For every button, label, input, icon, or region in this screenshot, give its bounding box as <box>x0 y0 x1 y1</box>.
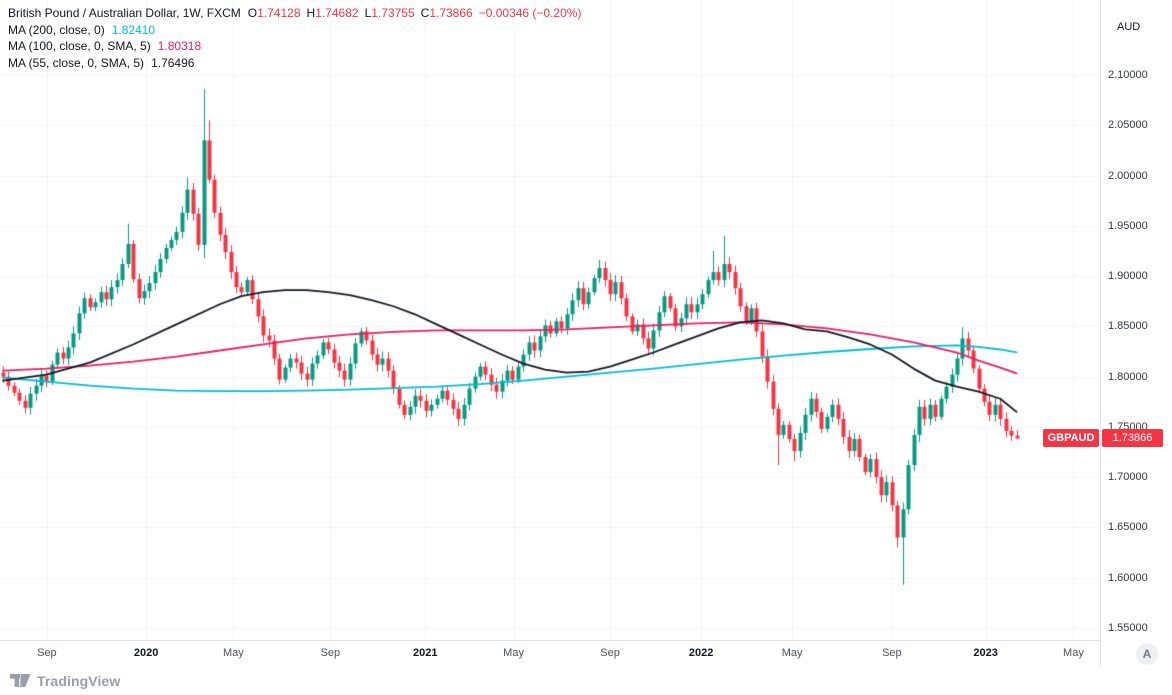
price-tick-label: 2.10000 <box>1108 69 1148 81</box>
tradingview-logo-text: TradingView <box>37 672 121 689</box>
open-label: O <box>247 6 258 20</box>
auto-scale-button[interactable]: A <box>1136 643 1158 665</box>
price-tick-label: 1.70000 <box>1108 471 1148 484</box>
low-label: L <box>364 6 372 20</box>
symbol-legend-row: British Pound / Australian Dollar, 1W, F… <box>8 5 581 22</box>
legend: British Pound / Australian Dollar, 1W, F… <box>8 5 581 71</box>
time-tick-month-label: Sep <box>882 647 902 659</box>
axis-currency-label: AUD <box>1117 21 1141 33</box>
indicator-row-ma100[interactable]: MA (100, close, 0, SMA, 5) 1.80318 <box>8 38 581 55</box>
low-value: 1.73755 <box>371 6 415 20</box>
price-tick-label: 2.05000 <box>1108 119 1148 132</box>
open-value: 1.74128 <box>257 6 301 20</box>
price-axis[interactable]: AUD 2.10000 2.05000 2.00000 1.95000 1.90000 1… <box>1100 0 1172 667</box>
chart-plot-area[interactable] <box>0 0 1100 640</box>
time-tick-month-label: Sep <box>600 647 620 659</box>
time-axis[interactable]: Sep 2020 May Sep 2021 May Sep 2022 May Sep 2023 May <box>0 640 1100 667</box>
time-tick-month-label: May <box>1063 647 1084 659</box>
ma55-label[interactable]: MA (55, close, 0, SMA, 5) <box>8 55 145 70</box>
ma200-label[interactable]: MA (200, close, 0) <box>8 22 105 37</box>
price-tick-label: 1.85000 <box>1108 320 1148 333</box>
open-pair: O 1.74128 <box>248 5 301 22</box>
ma200-value: 1.82410 <box>111 22 156 37</box>
price-tick-label: 1.65000 <box>1108 521 1148 534</box>
close-pair: C 1.73866 <box>421 5 473 22</box>
last-price-line-labels: GBPAUD 1.73866 <box>1043 429 1163 448</box>
price-tick-label: 1.95000 <box>1108 219 1148 232</box>
price-tick-label: 1.90000 <box>1108 270 1148 283</box>
time-tick-year-label: 2023 <box>973 647 998 659</box>
close-label: C <box>420 6 430 20</box>
ma100-value: 1.80318 <box>157 39 202 53</box>
footer-bar: TradingView <box>0 667 1172 695</box>
time-tick-month-label: May <box>222 647 244 659</box>
last-price-flag: 1.73866 <box>1102 429 1163 448</box>
ma55-value: 1.76496 <box>151 55 195 70</box>
price-tick-label: 1.55000 <box>1108 622 1148 634</box>
price-tick-label: 1.80000 <box>1108 370 1148 383</box>
time-tick-month-label: May <box>503 647 524 659</box>
high-label: H <box>306 6 316 20</box>
symbol-title[interactable]: British Pound / Australian Dollar, 1W, F… <box>8 6 241 20</box>
ma100-label[interactable]: MA (100, close, 0, SMA, 5) <box>8 39 151 53</box>
close-value: 1.73866 <box>429 6 473 20</box>
price-tick-label: 2.00000 <box>1108 169 1148 182</box>
high-value: 1.74682 <box>315 6 359 20</box>
time-tick-month-label: Sep <box>37 647 57 659</box>
symbol-price-flag: GBPAUD <box>1043 429 1099 448</box>
change-value: −0.00346 (−0.20%) <box>478 6 582 20</box>
time-tick-year-label: 2022 <box>688 647 714 659</box>
time-tick-month-label: Sep <box>320 647 341 659</box>
tradingview-logo-icon <box>10 674 31 687</box>
indicator-row-ma200[interactable]: MA (200, close, 0) 1.82410 <box>8 22 581 39</box>
indicator-row-ma55[interactable]: MA (55, close, 0, SMA, 5) 1.76496 <box>8 55 581 72</box>
low-pair: L 1.73755 <box>365 5 415 22</box>
tradingview-logo[interactable]: TradingView <box>10 672 120 689</box>
time-tick-year-label: 2020 <box>133 647 159 659</box>
ohlc-values: O 1.74128 H 1.74682 L 1.73755 C 1.73866 −0.0… <box>248 5 582 22</box>
time-tick-month-label: May <box>781 647 803 659</box>
price-tick-label: 1.60000 <box>1108 571 1148 584</box>
high-pair: H 1.74682 <box>307 5 359 22</box>
time-tick-year-label: 2021 <box>412 647 438 659</box>
